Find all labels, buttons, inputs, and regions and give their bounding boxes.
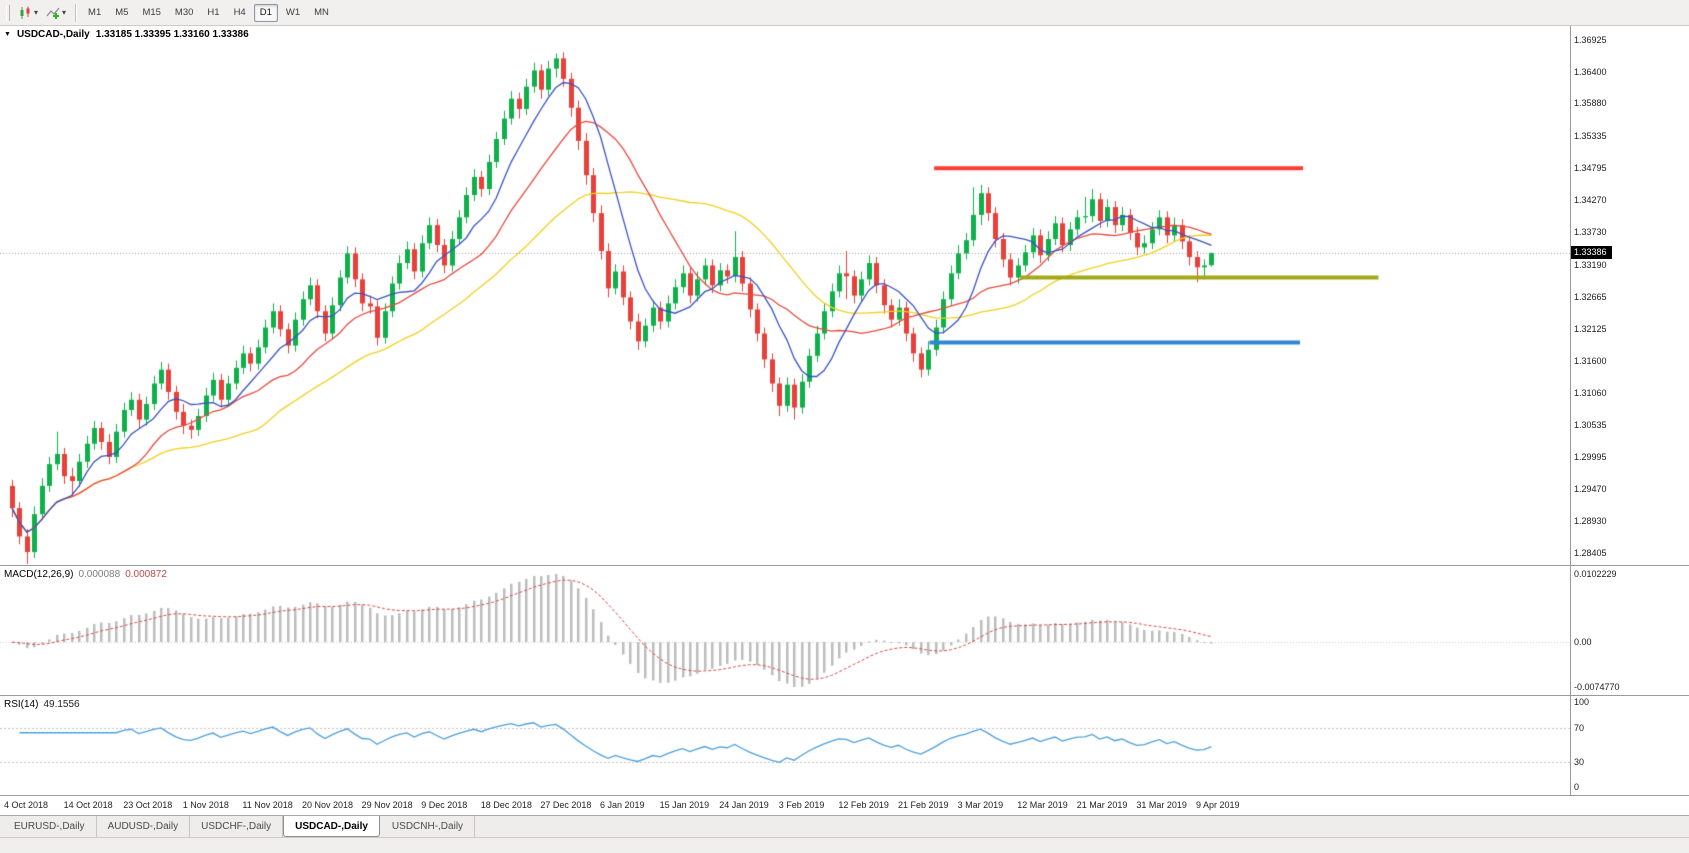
timeframe-button-d1[interactable]: D1	[253, 3, 278, 22]
macd-value-main: 0.000088	[78, 569, 121, 580]
candlestick-chart-icon	[20, 6, 30, 19]
date-tick: 15 Jan 2019	[659, 800, 710, 810]
timeframe-group: M1 M5 M15 M30 H1 H4 D1 W1 MN	[81, 3, 336, 22]
macd-canvas[interactable]	[0, 566, 1570, 695]
price-tick: 1.35880	[1574, 97, 1607, 108]
date-tick: 12 Feb 2019	[838, 800, 889, 810]
timeframe-button-m30[interactable]: M30	[174, 7, 194, 18]
date-tick: 29 Nov 2018	[361, 800, 413, 810]
chart-tab-usdcad[interactable]: USDCAD-,Daily	[283, 816, 380, 837]
timeframe-button-m15[interactable]: M15	[142, 7, 161, 18]
rsi-label: RSI(14) 49.1556	[4, 699, 80, 710]
one-click-trading-arrow[interactable]: ▼	[4, 31, 11, 38]
date-tick: 31 Mar 2019	[1136, 800, 1187, 810]
price-tick: 1.29470	[1574, 483, 1607, 494]
chevron-down-icon: ▾	[62, 7, 67, 17]
chart-tab-audusd[interactable]: AUDUSD-,Daily	[97, 816, 191, 837]
rsi-axis-label: 0	[1574, 782, 1580, 792]
chart-tab-usdchf[interactable]: USDCHF-,Daily	[190, 816, 284, 837]
current-price-badge: 1.33386	[1571, 246, 1612, 260]
date-tick: 9 Apr 2019	[1196, 800, 1240, 810]
main-panel: ▼ USDCAD-,Daily 1.33185 1.33395 1.33160 …	[0, 26, 1689, 565]
chart-tab-eurusd[interactable]: EURUSD-,Daily	[3, 816, 97, 837]
date-tick: 4 Oct 2018	[4, 800, 49, 810]
macd-panel: MACD(12,26,9) 0.000088 0.000872 0.010222…	[0, 565, 1689, 695]
date-tick: 24 Jan 2019	[719, 800, 769, 810]
main-plot[interactable]: ▼ USDCAD-,Daily 1.33185 1.33395 1.33160 …	[0, 26, 1570, 565]
timeframe-button-m5[interactable]: M5	[115, 7, 129, 18]
main-canvas[interactable]	[0, 26, 1570, 565]
toolbar-separator	[75, 3, 77, 22]
add-indicator-icon	[46, 7, 60, 19]
price-tick: 1.35335	[1574, 130, 1607, 141]
macd-axis-max: 0.0102229	[1574, 569, 1617, 579]
chart-window: ▼ USDCAD-,Daily 1.33185 1.33395 1.33160 …	[0, 26, 1689, 815]
timeframe-button-h1[interactable]: H1	[207, 7, 220, 18]
macd-value-signal: 0.000872	[125, 569, 167, 580]
toolbar-grip[interactable]	[6, 4, 10, 21]
rsi-name: RSI(14)	[4, 699, 39, 710]
tabbar: EURUSD-,Daily AUDUSD-,Daily USDCHF-,Daily U…	[0, 815, 1689, 837]
date-tick: 6 Jan 2019	[600, 800, 645, 810]
price-tick: 1.33730	[1574, 227, 1607, 238]
date-tick: 3 Feb 2019	[778, 800, 825, 810]
indicators-button[interactable]: ▾	[42, 3, 70, 23]
rsi-axis-label: 30	[1574, 756, 1585, 767]
price-axis[interactable]: 1.33386 1.36925 1.36400 1.35880 1.35335 1.34…	[1570, 26, 1689, 565]
price-tick: 1.32665	[1574, 291, 1607, 302]
date-tick: 21 Mar 2019	[1076, 800, 1128, 810]
macd-axis-min: -0.0074770	[1574, 682, 1620, 692]
timeframe-button-w1[interactable]: W1	[285, 7, 301, 18]
timeframe-button-mn[interactable]: MN	[314, 7, 329, 18]
price-tick: 1.31600	[1574, 355, 1607, 366]
macd-axis[interactable]: 0.0102229 0.00 -0.0074770	[1570, 566, 1689, 695]
rsi-panel: RSI(14) 49.1556 100 70 30 0	[0, 695, 1689, 795]
date-tick: 18 Dec 2018	[480, 800, 532, 810]
price-tick: 1.28930	[1574, 516, 1607, 527]
rsi-axis-label: 70	[1574, 722, 1585, 733]
rsi-axis[interactable]: 100 70 30 0	[1570, 696, 1689, 795]
rsi-canvas[interactable]	[0, 696, 1570, 795]
timeframe-button-h4[interactable]: H4	[233, 7, 246, 18]
price-tick: 1.28405	[1574, 548, 1607, 558]
date-tick: 11 Nov 2018	[242, 800, 293, 810]
macd-axis-zero: 0.00	[1574, 637, 1592, 648]
price-tick: 1.34795	[1574, 163, 1607, 174]
chart-title: ▼ USDCAD-,Daily 1.33185 1.33395 1.33160 …	[4, 29, 249, 40]
timeframe-button-m1[interactable]: M1	[88, 7, 102, 18]
rsi-value: 49.1556	[43, 699, 80, 710]
toolbar: ▾ ▾ M1 M5 M15 M30 H1 H4 D1 W1 MN	[0, 0, 1689, 26]
macd-plot[interactable]: MACD(12,26,9) 0.000088 0.000872	[0, 566, 1570, 695]
date-tick: 1 Nov 2018	[182, 800, 229, 810]
date-tick: 9 Dec 2018	[421, 800, 468, 810]
chart-tabs: EURUSD-,Daily AUDUSD-,Daily USDCHF-,Daily U…	[3, 816, 476, 837]
date-tick: 14 Oct 2018	[63, 800, 113, 810]
chart-type-button[interactable]: ▾	[14, 3, 42, 23]
macd-label: MACD(12,26,9) 0.000088 0.000872	[4, 569, 167, 580]
price-tick: 1.31060	[1574, 388, 1607, 399]
price-tick: 1.30535	[1574, 419, 1607, 430]
price-tick: 1.29995	[1574, 452, 1607, 463]
price-tick: 1.36925	[1574, 35, 1607, 45]
rsi-plot[interactable]: RSI(14) 49.1556	[0, 696, 1570, 795]
date-axis[interactable]: 4 Oct 2018 14 Oct 2018 23 Oct 2018 1 Nov 20…	[0, 795, 1689, 815]
date-tick: 27 Dec 2018	[540, 800, 592, 810]
date-tick: 23 Oct 2018	[123, 800, 173, 810]
price-tick: 1.33190	[1574, 259, 1607, 270]
date-tick: 3 Mar 2019	[957, 800, 1004, 810]
chevron-down-icon: ▾	[34, 7, 39, 17]
status-bar	[0, 837, 1689, 853]
date-tick: 21 Feb 2019	[898, 800, 949, 810]
symbol-period-label: USDCAD-,Daily	[16, 29, 90, 40]
macd-name: MACD(12,26,9)	[4, 569, 74, 580]
chart-tab-usdcnh[interactable]: USDCNH-,Daily	[381, 816, 476, 837]
price-tick: 1.34270	[1574, 194, 1607, 205]
date-tick: 20 Nov 2018	[302, 800, 354, 810]
ohlc-values: 1.33185 1.33395 1.33160 1.33386	[95, 29, 249, 40]
rsi-axis-label: 100	[1574, 697, 1590, 707]
date-tick: 12 Mar 2019	[1017, 800, 1068, 810]
price-tick: 1.36400	[1574, 66, 1607, 77]
price-tick: 1.32125	[1574, 324, 1607, 334]
